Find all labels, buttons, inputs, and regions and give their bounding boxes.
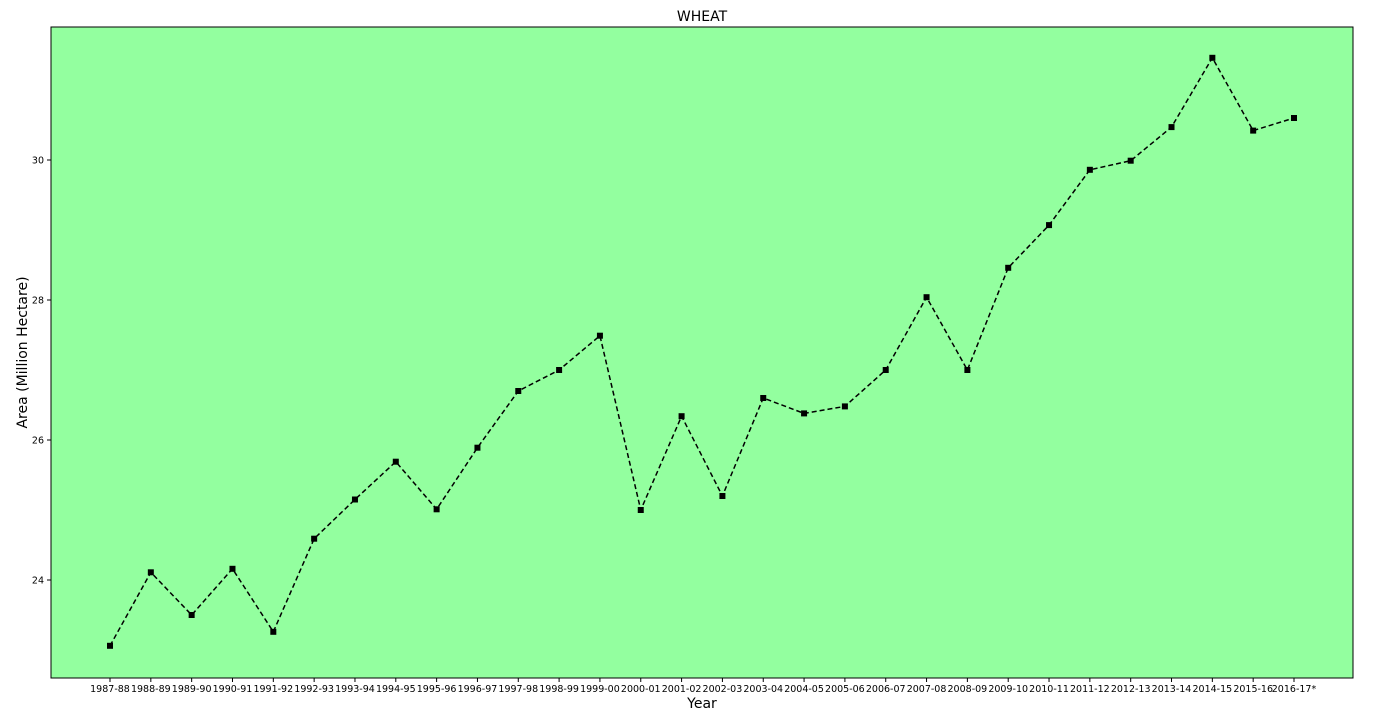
x-tick-label: 2003-04 <box>743 684 783 695</box>
data-point <box>882 367 889 373</box>
data-point <box>719 493 726 499</box>
data-point <box>433 506 440 513</box>
data-point <box>1250 127 1257 134</box>
x-tick-label: 1994-95 <box>376 684 416 695</box>
data-point <box>188 612 195 618</box>
data-point <box>515 388 522 394</box>
data-point <box>311 535 318 542</box>
series-line <box>109 56 1295 647</box>
y-axis-ticks: 24 26 28 30 <box>32 156 51 587</box>
x-tick-label: 1993-94 <box>335 684 375 695</box>
data-point <box>1046 222 1053 229</box>
x-tick-label: 2001-02 <box>662 684 702 695</box>
x-tick-label: 1997-98 <box>498 684 538 695</box>
data-point <box>229 565 236 572</box>
data-point <box>147 569 154 576</box>
data-point <box>801 410 808 417</box>
x-tick-label: 2010-11 <box>1029 684 1069 695</box>
data-point <box>474 444 481 451</box>
x-tick-label: 1999-00 <box>580 684 620 695</box>
data-point <box>1127 157 1134 164</box>
data-point <box>923 294 930 301</box>
x-tick-label: 1990-91 <box>213 684 253 695</box>
chart-title: WHEAT <box>677 9 728 25</box>
plot-area <box>50 26 1354 679</box>
series-layer <box>107 54 1297 649</box>
data-point <box>1209 54 1216 61</box>
x-tick-label: 1987-88 <box>90 684 130 695</box>
data-point <box>637 507 644 513</box>
x-axis-ticks: 1987-88 1988-89 1989-90 1990-91 1991-92 1992-… <box>90 678 1316 695</box>
x-tick-label: 2014-15 <box>1192 684 1232 695</box>
x-tick-label: 2011-12 <box>1070 684 1110 695</box>
data-point <box>678 413 685 420</box>
data-point <box>841 403 848 410</box>
x-tick-label: 1992-93 <box>294 684 334 695</box>
data-point <box>1005 264 1012 271</box>
x-tick-label: 1988-89 <box>131 684 171 695</box>
x-tick-label: 1991-92 <box>253 684 293 695</box>
data-point <box>760 395 767 401</box>
x-tick-label: 2007-08 <box>907 684 947 695</box>
x-tick-label: 1989-90 <box>172 684 212 695</box>
x-tick-label: 2006-07 <box>866 684 906 695</box>
data-point <box>1291 115 1297 121</box>
data-point <box>1086 166 1093 173</box>
data-point <box>351 496 358 503</box>
x-tick-label: 2004-05 <box>784 684 824 695</box>
data-point <box>107 642 113 649</box>
x-tick-label: 2008-09 <box>948 684 988 695</box>
data-point <box>596 332 603 339</box>
y-tick-label: 24 <box>32 576 44 587</box>
x-tick-label: 2002-03 <box>703 684 743 695</box>
y-tick-label: 30 <box>32 156 44 167</box>
x-tick-label: 1996-97 <box>458 684 498 695</box>
x-tick-label: 1995-96 <box>417 684 457 695</box>
x-tick-label: 2015-16 <box>1233 684 1273 695</box>
data-point <box>556 367 563 373</box>
x-tick-label: 2009-10 <box>988 684 1028 695</box>
y-axis-label: Area (Million Hectare) <box>15 276 31 428</box>
x-tick-label: 2012-13 <box>1111 684 1151 695</box>
data-point <box>392 458 399 465</box>
x-tick-label: 2000-01 <box>621 684 661 695</box>
x-tick-label: 2005-06 <box>825 684 865 695</box>
data-point <box>1168 124 1175 131</box>
x-tick-label: 1998-99 <box>539 684 579 695</box>
data-point <box>964 367 971 373</box>
y-tick-label: 28 <box>32 296 44 307</box>
x-tick-label: 2016-17* <box>1272 684 1317 695</box>
x-tick-label: 2013-14 <box>1152 684 1192 695</box>
y-tick-label: 26 <box>32 436 44 447</box>
x-axis-label: Year <box>686 696 717 712</box>
data-point <box>270 628 277 635</box>
